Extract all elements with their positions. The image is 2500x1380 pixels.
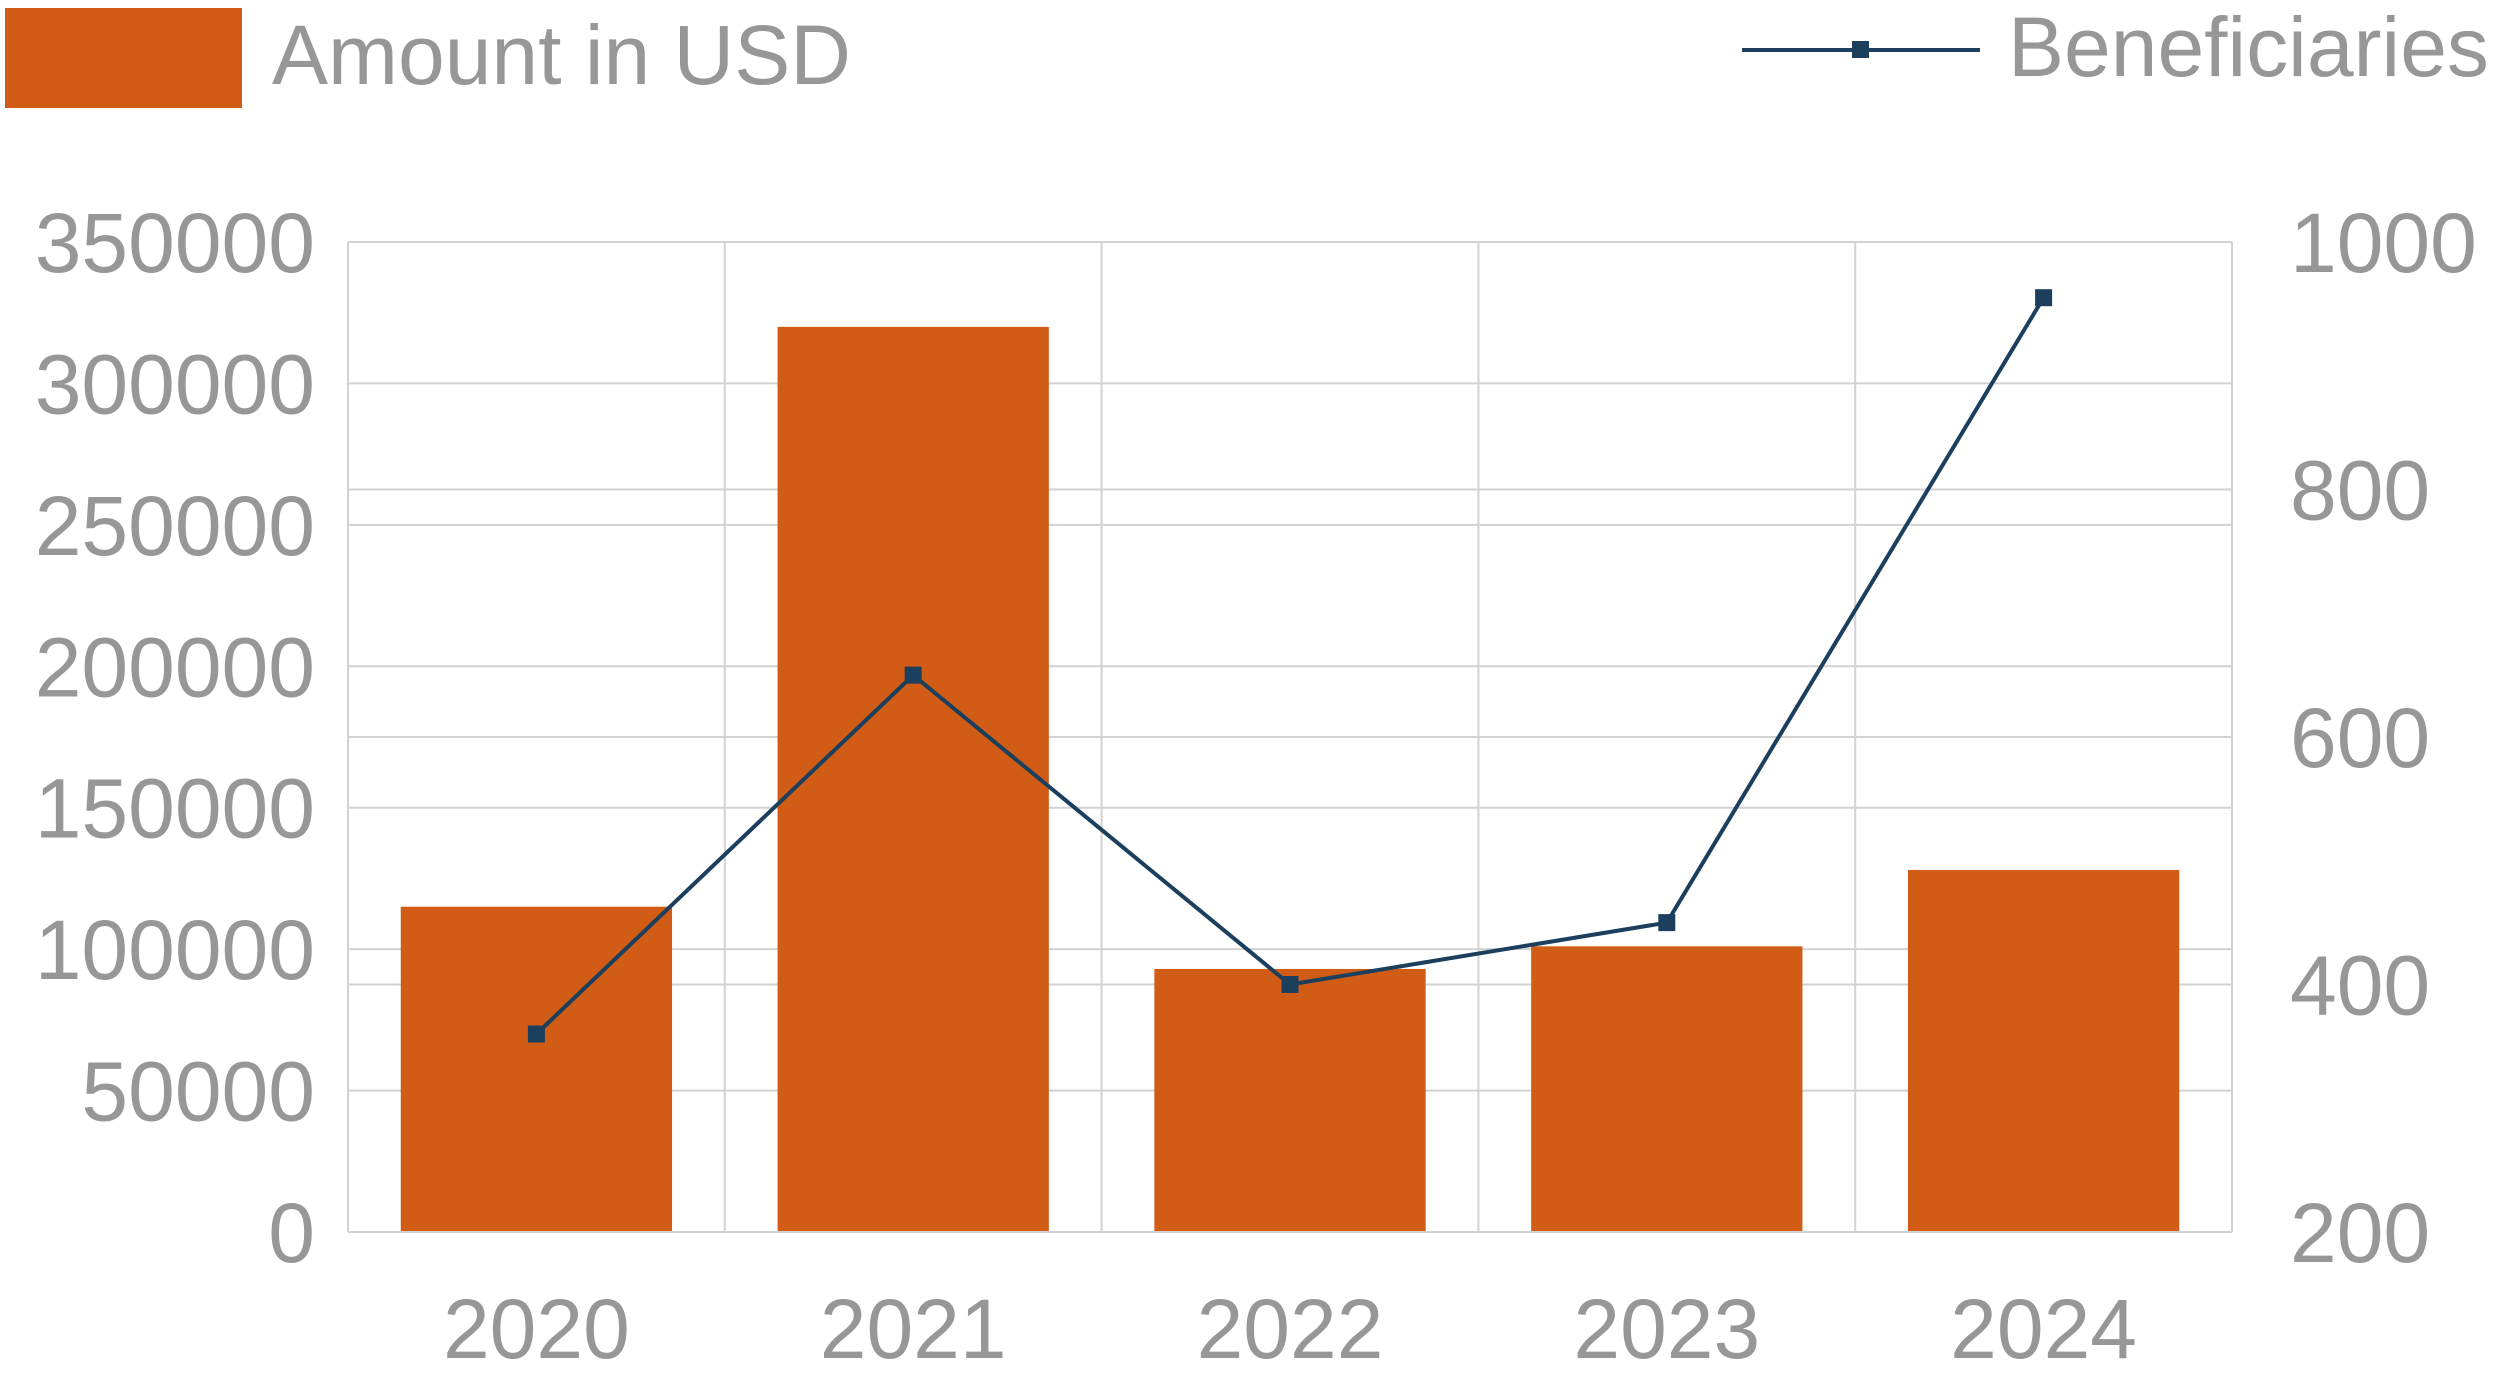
point-2023 <box>1658 914 1676 932</box>
y-right-tick-label: 1000 <box>2290 196 2477 290</box>
y-right-tick-label: 200 <box>2290 1186 2430 1280</box>
y-left-tick-label: 150000 <box>35 762 315 856</box>
legend-label-beneficiaries: Beneficiaries <box>2008 0 2489 94</box>
y-right-tick-label: 800 <box>2290 444 2430 538</box>
bar-2021 <box>777 326 1049 1232</box>
y-left-tick-label: 200000 <box>35 620 315 714</box>
legend-swatch-amount <box>5 8 242 108</box>
x-tick-label: 2020 <box>443 1282 630 1376</box>
y-left-tick-label: 250000 <box>35 479 315 573</box>
legend-marker-beneficiaries <box>1852 41 1869 58</box>
y-left-tick-label: 50000 <box>81 1045 315 1139</box>
axes: 0 50000 100000 150000 200000 250000 300000 3500… <box>35 196 2477 1376</box>
x-tick-label: 2022 <box>1197 1282 1384 1376</box>
point-2022 <box>1281 976 1299 993</box>
legend-label-amount: Amount in USD <box>272 8 851 102</box>
y-right-tick-label: 600 <box>2290 691 2430 785</box>
point-2024 <box>2035 289 2053 307</box>
x-tick-label: 2024 <box>1950 1282 2137 1376</box>
gridlines <box>348 241 2233 1233</box>
bar-series-amount <box>400 326 2180 1232</box>
bar-2023 <box>1531 946 1803 1232</box>
x-tick-label: 2021 <box>820 1282 1007 1376</box>
y-left-tick-label: 350000 <box>35 196 315 290</box>
point-2020 <box>527 1025 545 1043</box>
bar-2024 <box>1907 869 2180 1232</box>
x-tick-label: 2023 <box>1573 1282 1760 1376</box>
y-left-tick-label: 0 <box>268 1186 315 1280</box>
y-left-tick-label: 100000 <box>35 903 315 997</box>
y-right-tick-label: 400 <box>2290 939 2430 1033</box>
bar-2020 <box>400 906 673 1232</box>
legend: Amount in USD Beneficiaries <box>5 0 2489 108</box>
bar-2022 <box>1154 968 1426 1232</box>
y-left-tick-label: 300000 <box>35 337 315 431</box>
point-2021 <box>904 666 922 684</box>
line-series-beneficiaries <box>527 289 2053 1043</box>
